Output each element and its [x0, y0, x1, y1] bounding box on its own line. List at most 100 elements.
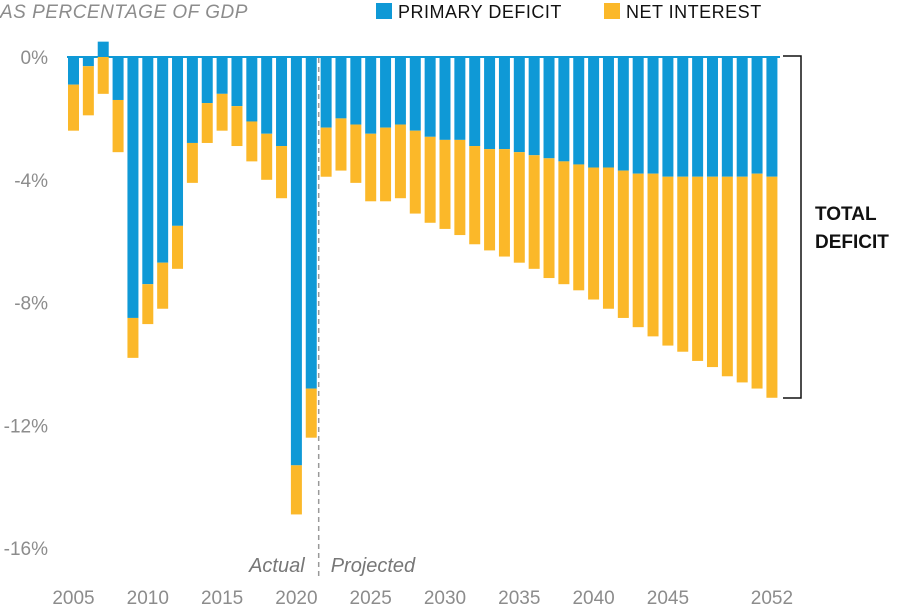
bar-net-interest: [305, 388, 317, 438]
bar-primary-deficit: [543, 57, 555, 159]
bar-primary-deficit: [662, 57, 674, 177]
bar-primary-deficit: [424, 57, 436, 137]
bar-primary-deficit: [276, 57, 288, 147]
x-tick-label: 2052: [751, 588, 793, 608]
bar-net-interest: [231, 106, 243, 147]
legend-label-net-interest: NET INTEREST: [626, 2, 762, 22]
bar-net-interest: [736, 176, 748, 383]
bar-primary-deficit: [290, 57, 302, 466]
bar-primary-deficit: [558, 57, 570, 162]
bar-primary-deficit: [394, 57, 406, 125]
bar-primary-deficit: [513, 57, 525, 153]
bar-net-interest: [439, 139, 451, 229]
x-tick-label: 2020: [275, 588, 317, 608]
bar-net-interest: [647, 173, 659, 337]
bar-net-interest: [186, 142, 198, 183]
bar-net-interest: [602, 167, 614, 309]
bar-net-interest: [706, 176, 718, 368]
bar-primary-deficit: [602, 57, 614, 168]
bar-primary-deficit: [335, 57, 347, 119]
bar-primary-deficit: [380, 57, 392, 128]
bar-net-interest: [216, 93, 228, 131]
bar-net-interest: [290, 465, 302, 515]
bar-primary-deficit: [766, 57, 778, 177]
bar-primary-deficit: [469, 57, 481, 147]
bar-primary-deficit: [409, 57, 421, 131]
label-actual: Actual: [248, 555, 305, 577]
bar-net-interest: [677, 176, 689, 352]
bar-net-interest: [558, 161, 570, 285]
y-tick-label: -4%: [14, 171, 48, 192]
bar-net-interest: [276, 146, 288, 199]
bar-net-interest: [692, 176, 704, 361]
y-tick-label: -16%: [4, 539, 48, 560]
x-tick-label: 2035: [498, 588, 540, 608]
bar-net-interest: [588, 167, 600, 300]
bar-primary-deficit: [172, 57, 184, 226]
legend-swatch-net-interest: [604, 3, 620, 19]
bar-primary-deficit: [201, 57, 213, 104]
bar-primary-deficit: [528, 57, 540, 156]
bar-primary-deficit: [706, 57, 718, 177]
bar-primary-deficit: [305, 57, 317, 389]
bar-primary-deficit: [142, 57, 154, 285]
x-axis-ticks: 2005 2010 2015 2020 2025 2030 2035 2040 2045 2052: [52, 588, 793, 608]
x-tick-label: 2010: [127, 588, 169, 608]
bar-net-interest: [68, 84, 79, 131]
bar-net-interest: [142, 284, 154, 325]
bar-primary-deficit: [498, 57, 510, 150]
total-deficit-bracket: [783, 55, 802, 399]
bar-net-interest: [424, 136, 436, 223]
bar-primary-deficit: [692, 57, 704, 177]
bar-primary-deficit: [588, 57, 600, 168]
bar-primary-deficit: [350, 57, 362, 125]
bar-primary-deficit: [68, 57, 79, 85]
bar-primary-deficit: [186, 57, 198, 143]
y-tick-label: -8%: [14, 294, 48, 315]
bar-primary-deficit: [736, 57, 748, 177]
bar-net-interest: [157, 262, 169, 309]
bar-primary-deficit: [573, 57, 585, 165]
bar-net-interest: [484, 149, 496, 251]
bar-net-interest: [394, 124, 406, 199]
bar-net-interest: [172, 225, 184, 269]
x-tick-label: 2025: [350, 588, 392, 608]
y-axis-ticks: 0% -4% -8% -12% -16%: [4, 48, 48, 560]
bar-net-interest: [127, 317, 139, 358]
bar-net-interest: [246, 121, 258, 162]
legend: PRIMARY DEFICIT NET INTEREST: [376, 2, 762, 22]
bar-net-interest: [543, 158, 555, 279]
bar-primary-deficit: [261, 57, 273, 134]
y-tick-label: -12%: [4, 416, 48, 437]
x-tick-label: 2015: [201, 588, 243, 608]
bar-net-interest: [409, 130, 421, 214]
label-projected: Projected: [331, 555, 416, 577]
bar-net-interest: [261, 133, 273, 180]
bar-primary-deficit: [216, 57, 228, 94]
bar-primary-deficit: [454, 57, 466, 140]
bar-net-interest: [350, 124, 362, 183]
bar-net-interest: [469, 146, 481, 245]
bar-primary-deficit: [246, 57, 258, 122]
bar-primary-deficit: [365, 57, 377, 134]
bar-primary-deficit: [751, 57, 763, 174]
bar-primary-deficit: [617, 57, 629, 171]
legend-swatch-primary-deficit: [376, 3, 392, 19]
bar-primary-deficit: [231, 57, 243, 107]
bar-net-interest: [632, 173, 644, 328]
bar-net-interest: [617, 170, 629, 318]
bar-net-interest: [766, 176, 778, 398]
legend-label-primary-deficit: PRIMARY DEFICIT: [398, 2, 562, 22]
bar-primary-deficit: [439, 57, 451, 140]
bar-net-interest: [721, 176, 733, 377]
bracket-label-line2: DEFICIT: [815, 232, 889, 253]
bar-net-interest: [528, 155, 540, 269]
bar-primary-deficit: [632, 57, 644, 174]
x-tick-label: 2045: [647, 588, 689, 608]
bar-net-interest: [573, 164, 585, 291]
bar-net-interest: [662, 176, 674, 346]
bar-net-interest: [97, 57, 109, 94]
bar-series: [68, 41, 778, 515]
bar-net-interest: [380, 127, 392, 202]
